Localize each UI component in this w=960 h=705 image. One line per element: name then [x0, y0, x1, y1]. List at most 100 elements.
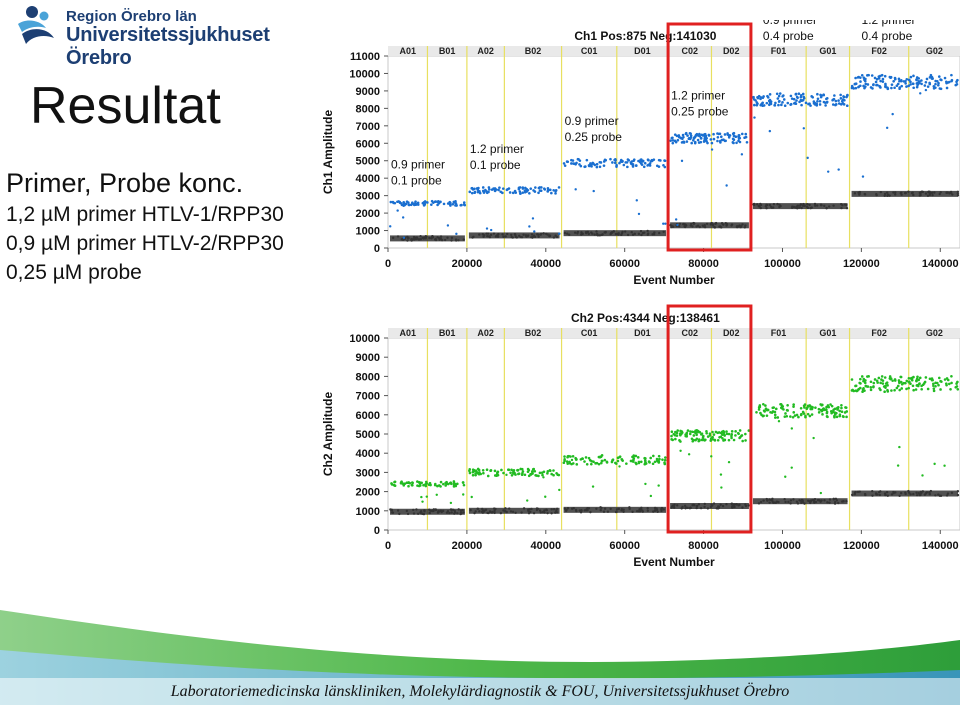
positive-droplet [719, 135, 723, 139]
positive-droplet [393, 201, 397, 205]
well-label: F02 [871, 328, 887, 338]
x-tick-label: 60000 [609, 258, 640, 270]
well-label: D02 [723, 328, 740, 338]
positive-droplet [866, 375, 869, 378]
negative-droplet [432, 508, 436, 511]
negative-droplet [445, 511, 449, 514]
positive-droplet [407, 484, 410, 488]
negative-droplet [699, 506, 703, 510]
negative-droplet [631, 510, 634, 514]
positive-droplet [712, 137, 716, 141]
positive-droplet [428, 482, 431, 486]
positive-droplet [856, 389, 859, 392]
positive-droplet [471, 473, 475, 477]
negative-droplet [672, 505, 676, 509]
negative-droplet [416, 237, 419, 240]
negative-droplet [419, 238, 423, 241]
negative-droplet [595, 230, 598, 233]
negative-droplet [735, 503, 738, 506]
positive-droplet [719, 431, 723, 435]
negative-droplet [591, 232, 594, 235]
positive-droplet [562, 162, 566, 165]
positive-droplet [862, 379, 865, 383]
positive-droplet [912, 86, 915, 90]
positive-droplet [801, 98, 805, 102]
positive-droplet [563, 459, 566, 463]
positive-droplet [575, 458, 578, 461]
negative-droplet [510, 233, 513, 237]
negative-droplet-band [390, 508, 465, 515]
positive-droplet [912, 74, 915, 78]
negative-droplet [646, 507, 649, 510]
positive-droplet [554, 189, 557, 193]
positive-droplet [858, 381, 861, 385]
positive-droplet [657, 454, 661, 458]
negative-droplet [703, 226, 707, 229]
positive-droplet [702, 438, 706, 442]
negative-droplet [502, 509, 505, 512]
positive-droplet [829, 410, 833, 413]
x-axis-label: Event Number [633, 555, 715, 569]
positive-droplet [475, 471, 479, 474]
y-tick-label: 10000 [349, 68, 380, 80]
positive-droplet [804, 101, 808, 105]
negative-droplet [481, 511, 485, 514]
negative-droplet [554, 510, 558, 514]
positive-droplet [723, 133, 727, 136]
positive-droplet [475, 187, 479, 190]
negative-droplet [863, 193, 867, 196]
positive-droplet [945, 86, 949, 90]
negative-droplet [614, 510, 618, 514]
positive-droplet [477, 472, 481, 476]
positive-droplet [778, 99, 781, 103]
positive-droplet [528, 191, 531, 195]
positive-droplet [393, 480, 397, 484]
negative-droplet [538, 509, 542, 512]
positive-droplet [414, 200, 417, 203]
positive-droplet [510, 468, 513, 472]
negative-droplet [949, 191, 953, 195]
negative-droplet [537, 235, 540, 238]
negative-droplet [956, 493, 960, 497]
positive-droplet [441, 482, 445, 486]
well-label: B01 [439, 46, 456, 56]
negative-droplet [770, 206, 774, 209]
negative-droplet [684, 506, 687, 509]
positive-droplet [688, 131, 692, 135]
positive-droplet [817, 407, 821, 411]
positive-droplet [684, 131, 688, 135]
negative-droplet [474, 510, 477, 513]
negative-droplet [484, 508, 488, 512]
negative-droplet [602, 510, 606, 513]
positive-droplet [470, 191, 474, 195]
positive-droplet [490, 188, 494, 191]
positive-droplet [784, 412, 787, 415]
negative-droplet [587, 507, 591, 510]
positive-droplet [523, 189, 527, 192]
chart-title: Ch2 Pos:4344 Neg:138461 [571, 311, 720, 325]
positive-droplet [899, 380, 903, 384]
negative-droplet [457, 508, 460, 511]
positive-droplet [502, 471, 505, 475]
positive-droplet [869, 380, 873, 384]
positive-droplet [451, 202, 455, 206]
negative-droplet [820, 499, 823, 502]
positive-droplet [642, 165, 646, 169]
negative-droplet [527, 509, 530, 513]
positive-droplet [865, 385, 868, 388]
y-tick-label: 5000 [356, 429, 380, 441]
negative-droplet [912, 193, 915, 197]
positive-droplet [837, 99, 840, 102]
negative-droplet [739, 226, 742, 229]
positive-droplet [923, 380, 927, 384]
positive-droplet [629, 459, 633, 463]
positive-droplet [538, 471, 542, 475]
positive-droplet [862, 84, 865, 88]
positive-droplet [774, 407, 778, 411]
positive-droplet [727, 136, 731, 139]
positive-droplet [674, 437, 677, 441]
positive-droplet [599, 161, 603, 164]
positive-droplet [816, 99, 819, 103]
positive-droplet [815, 102, 819, 106]
positive-droplet [896, 82, 900, 86]
